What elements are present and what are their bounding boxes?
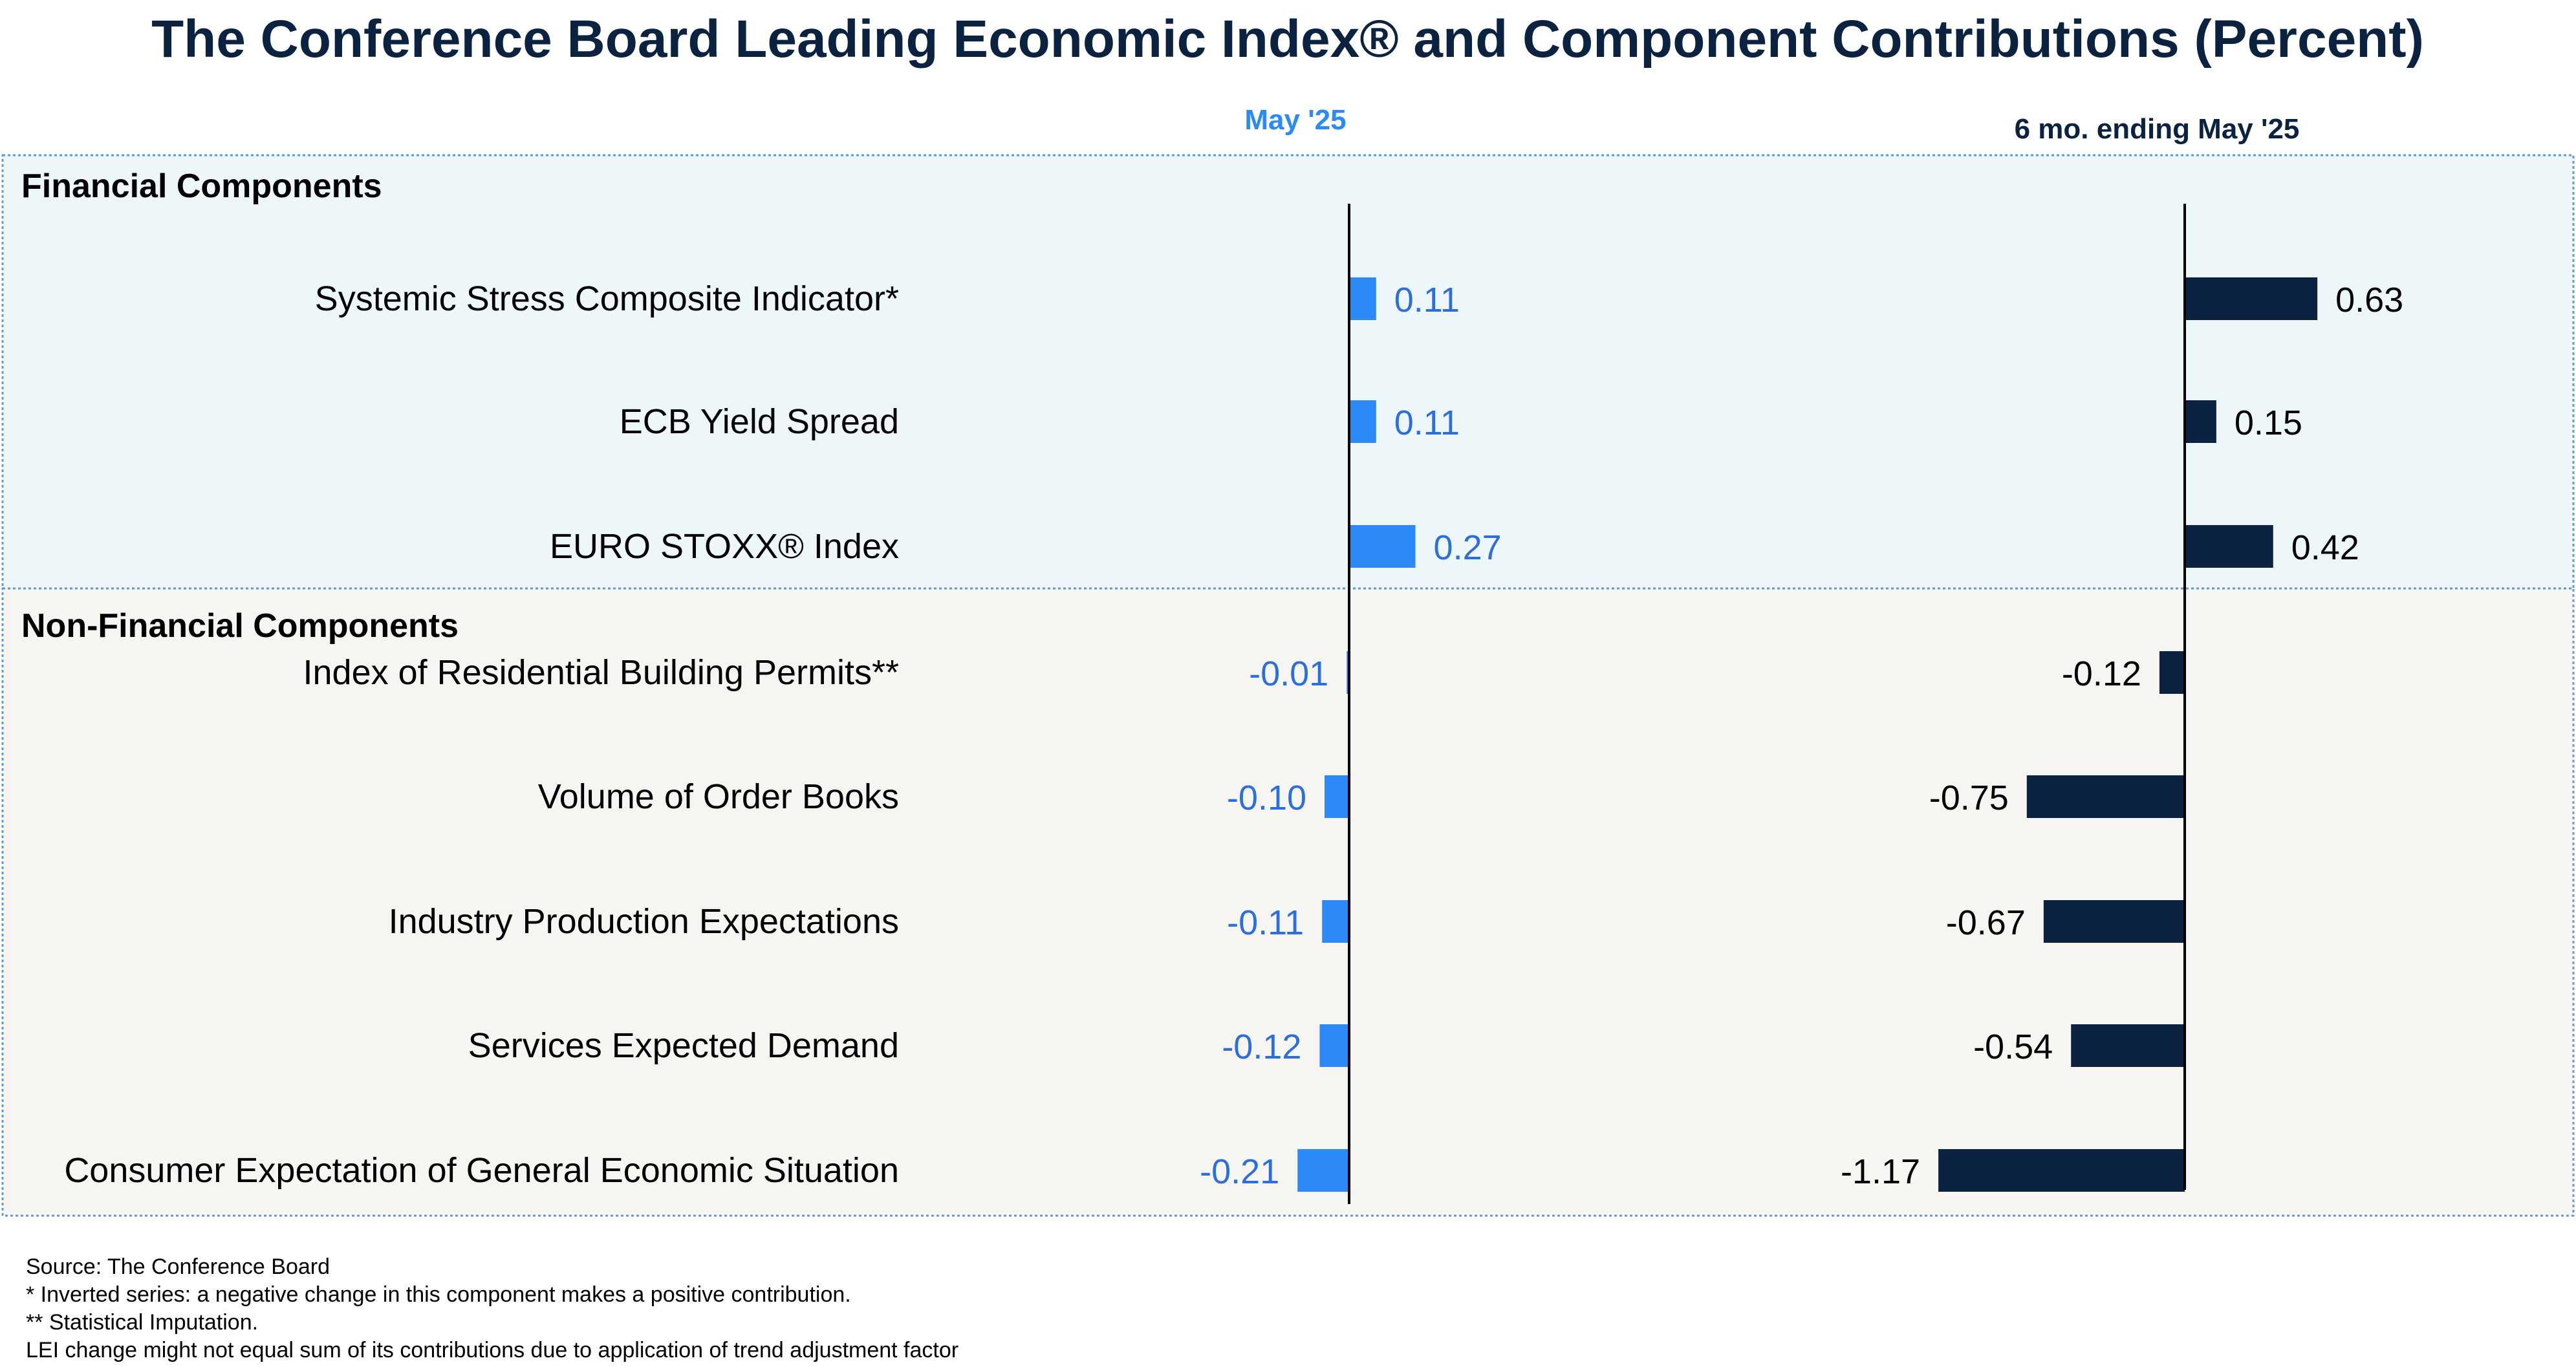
data-label: 0.42	[2291, 528, 2359, 567]
column-header-may-25: May '25	[1244, 104, 1346, 136]
data-label: 0.11	[1394, 281, 1460, 319]
category-label: Volume of Order Books	[538, 777, 899, 816]
group-heading-financial: Financial Components	[21, 167, 382, 205]
footnote-trend-adjustment: LEI change might not equal sum of its co…	[26, 1338, 959, 1362]
financial-section-background	[1, 154, 2575, 590]
bar	[1349, 400, 1376, 443]
bar	[2185, 400, 2216, 443]
data-label: -0.67	[1946, 903, 2026, 942]
data-label: -0.75	[1929, 779, 2009, 817]
bar	[1297, 1149, 1349, 1192]
bar	[2185, 277, 2318, 320]
category-label: EURO STOXX® Index	[550, 527, 899, 566]
data-label: 0.63	[2335, 281, 2403, 319]
data-label: 0.15	[2235, 404, 2302, 442]
data-label: -0.11	[1227, 903, 1304, 942]
category-label: Services Expected Demand	[468, 1026, 899, 1065]
data-label: -0.21	[1200, 1152, 1279, 1191]
data-label: -0.12	[1222, 1028, 1301, 1066]
bar	[1319, 1024, 1349, 1067]
bar	[1349, 525, 1416, 568]
footnote-statistical-imputation: ** Statistical Imputation.	[26, 1310, 259, 1335]
category-labels: Systemic Stress Composite Indicator* ECB …	[64, 279, 899, 1190]
data-label: 0.27	[1434, 528, 1502, 567]
bar	[2071, 1024, 2185, 1067]
column-header-6-mo-ending: 6 mo. ending May '25	[2015, 113, 2300, 145]
group-heading-non-financial: Non-Financial Components	[21, 607, 459, 645]
bar	[1938, 1149, 2185, 1192]
category-label: Systemic Stress Composite Indicator*	[315, 279, 899, 318]
series-may-25-bars: 0.11 0.11 0.27 -0.01 -0.10 -0.11 -0.12 -0.21	[1200, 277, 1502, 1192]
bar	[2026, 775, 2185, 818]
category-label: Index of Residential Building Permits**	[303, 653, 899, 692]
data-label: -0.54	[1973, 1028, 2053, 1066]
category-label: Industry Production Expectations	[389, 902, 899, 941]
footnote-inverted-series: * Inverted series: a negative change in …	[26, 1282, 851, 1307]
footnote-source: Source: The Conference Board	[26, 1254, 330, 1279]
bar	[2159, 651, 2185, 694]
series-6-mo-bars: 0.63 0.15 0.42 -0.12 -0.75 -0.67 -0.54 -1.17	[1841, 277, 2403, 1192]
data-label: -0.10	[1227, 779, 1306, 817]
bar	[2185, 525, 2273, 568]
data-label: 0.11	[1394, 404, 1460, 442]
bar	[1325, 775, 1349, 818]
category-label: ECB Yield Spread	[620, 402, 899, 441]
bar	[1349, 277, 1376, 320]
bar	[1322, 900, 1349, 943]
data-label: -0.12	[2062, 654, 2141, 693]
data-label: -0.01	[1249, 654, 1328, 693]
chart-title: The Conference Board Leading Economic In…	[151, 10, 2424, 69]
category-label: Consumer Expectation of General Economic…	[64, 1151, 899, 1190]
bar	[2043, 900, 2185, 943]
data-label: -1.17	[1841, 1152, 1920, 1191]
